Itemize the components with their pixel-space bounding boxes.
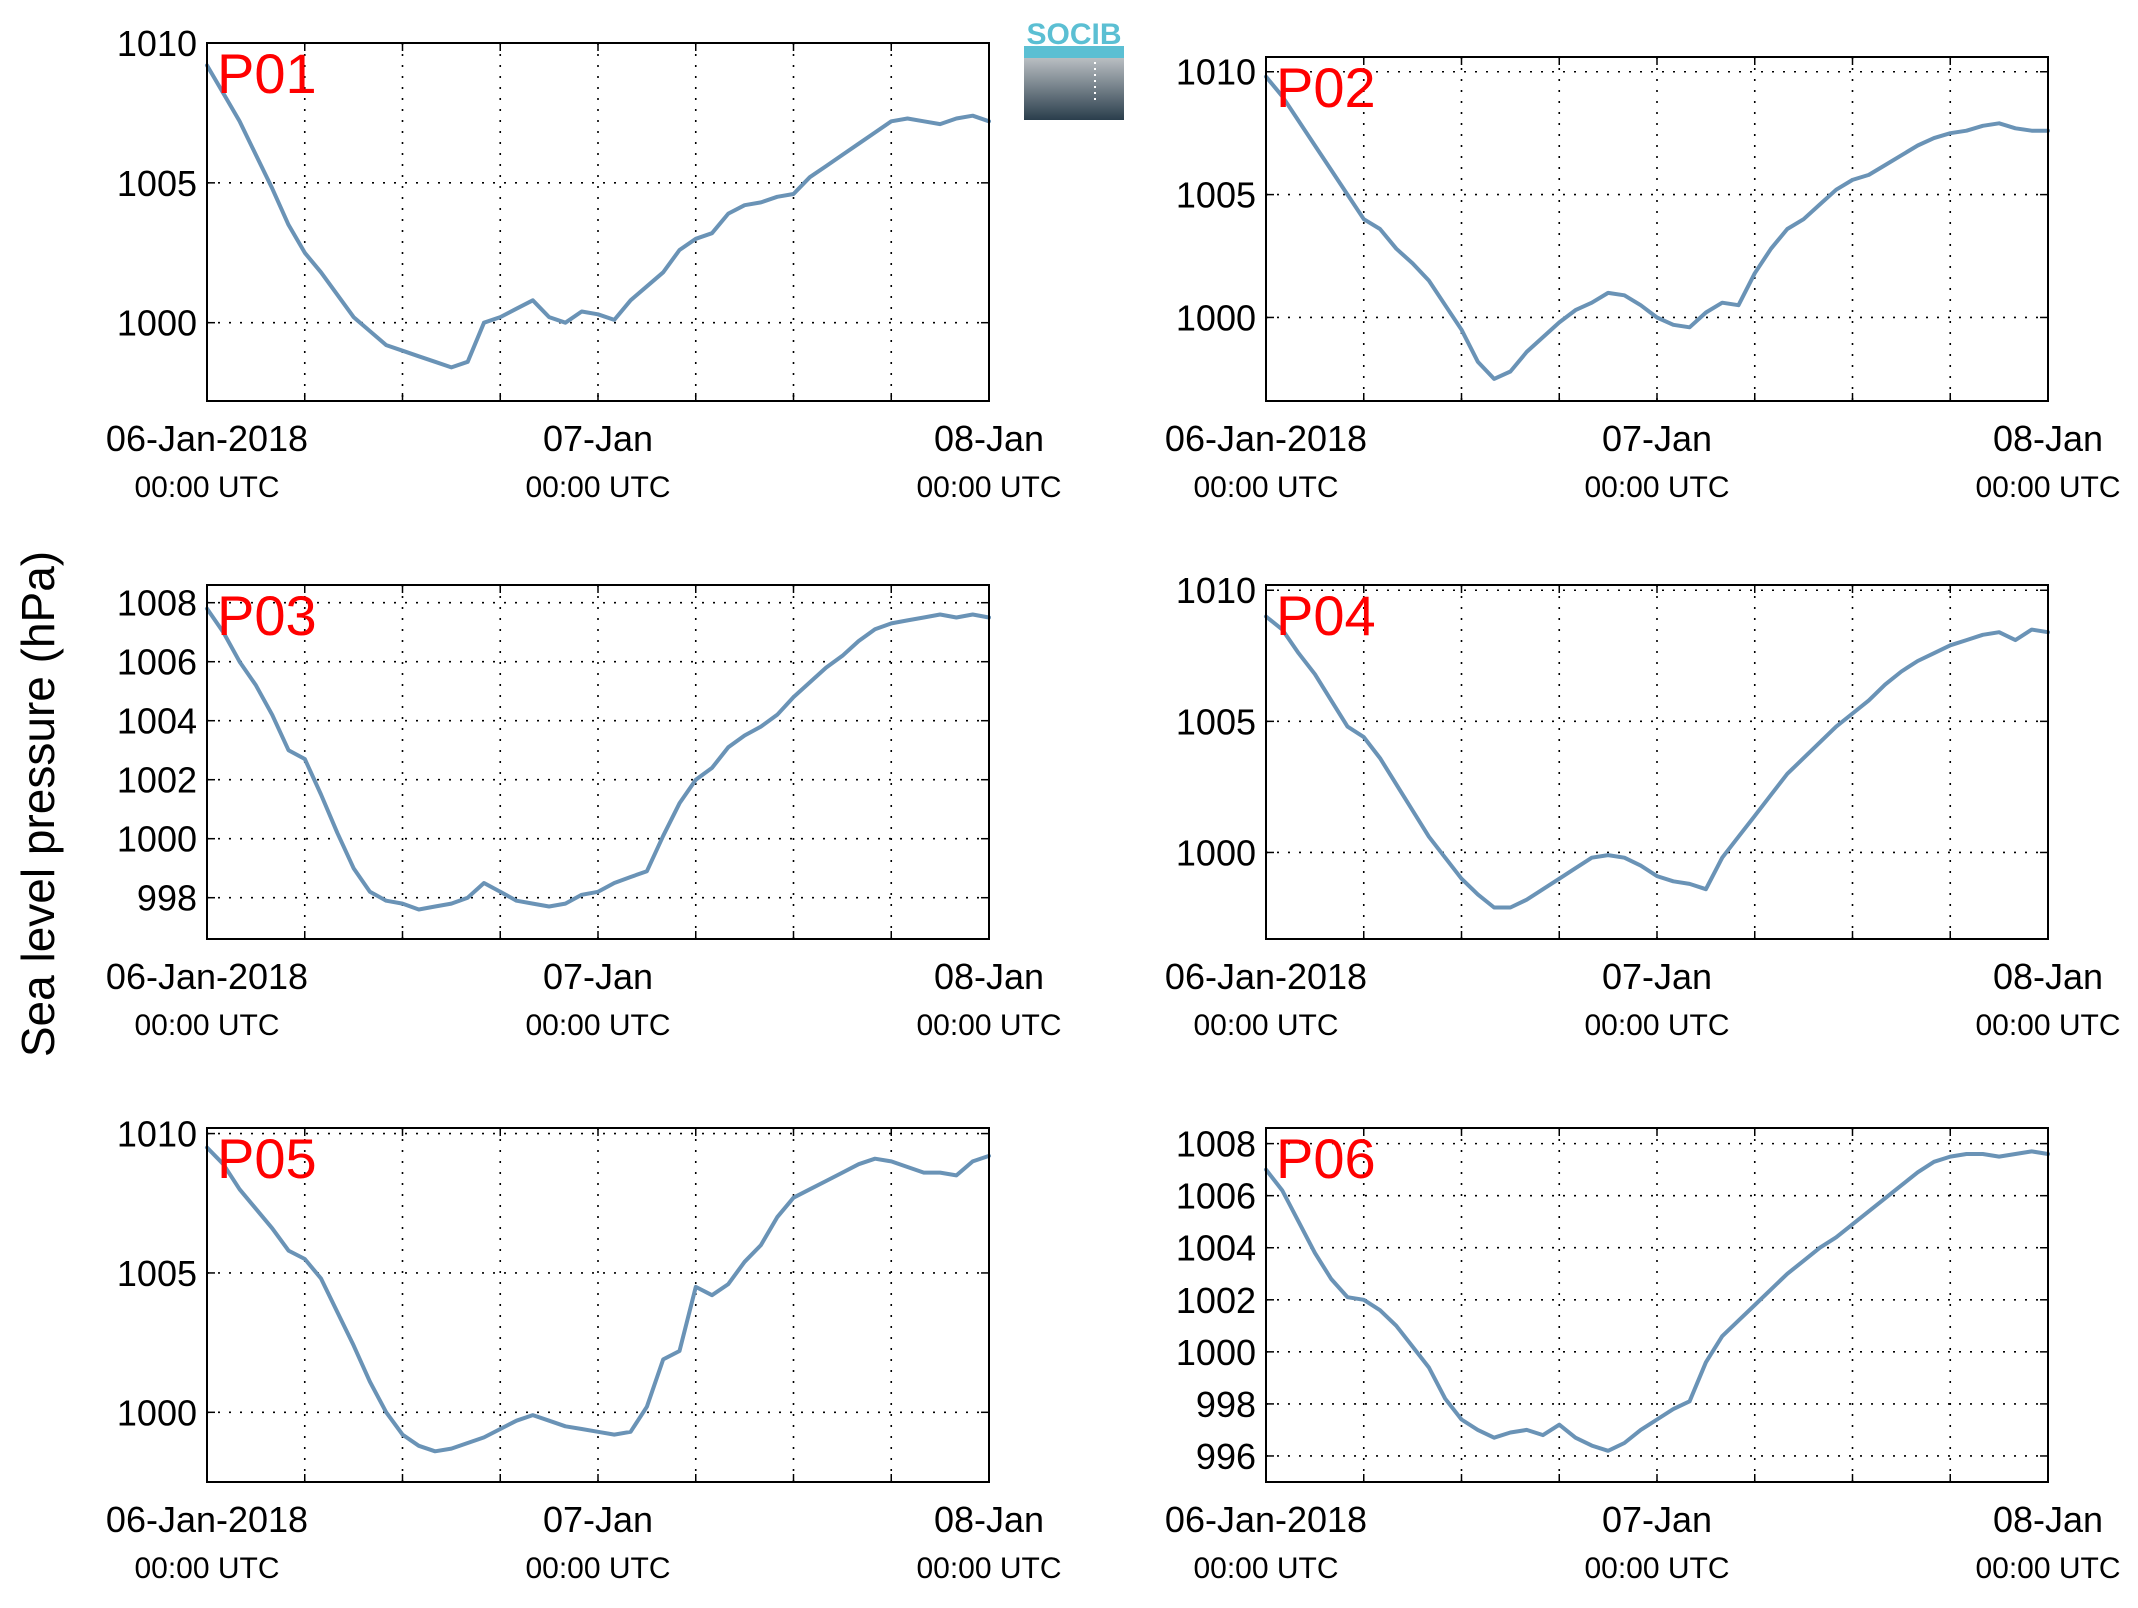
y-tick-label: 1000 [1176, 832, 1256, 873]
y-tick-label: 1010 [117, 1114, 197, 1155]
y-tick-label: 1000 [1176, 1332, 1256, 1373]
pressure-series-line [1264, 1149, 2050, 1453]
x-tick-label-date: 08-Jan [934, 418, 1044, 459]
logo-wave-band [1024, 46, 1124, 58]
x-tick-label-time: 00:00 UTC [916, 471, 1061, 504]
x-tick-label-date: 08-Jan [1993, 1499, 2103, 1540]
x-tick-label-date: 07-Jan [543, 1499, 653, 1540]
y-tick-label: 998 [1196, 1384, 1256, 1425]
x-tick-label-time: 00:00 UTC [1584, 471, 1729, 504]
x-tick-label-time: 00:00 UTC [1975, 1552, 2120, 1585]
x-tick-label-date: 07-Jan [1602, 956, 1712, 997]
panel-p03: 998 1000 1002 1004 1006 1008 P03 06-Jan-2018 00:… [106, 583, 1062, 1042]
y-tick-label: 1000 [117, 1392, 197, 1433]
global-y-axis-label: Sea level pressure (hPa) [12, 551, 64, 1057]
station-label: P06 [1276, 1127, 1376, 1190]
station-label: P03 [217, 584, 317, 647]
y-tick-label: 1010 [1176, 52, 1256, 93]
x-tick-label-date: 06-Jan-2018 [1165, 1499, 1367, 1540]
x-tick-label-time: 00:00 UTC [525, 1552, 670, 1585]
x-tick-label-date: 08-Jan [1993, 418, 2103, 459]
x-tick-label-date: 06-Jan-2018 [106, 418, 308, 459]
x-tick-label-date: 08-Jan [934, 1499, 1044, 1540]
plot-frame [1265, 584, 2049, 940]
x-tick-label-date: 07-Jan [1602, 1499, 1712, 1540]
x-tick-label-time: 00:00 UTC [916, 1009, 1061, 1042]
y-tick-label: 1006 [1176, 1176, 1256, 1217]
station-label: P04 [1276, 584, 1376, 647]
logo-text: SOCIB [1026, 18, 1121, 51]
y-tick-label: 1010 [1176, 570, 1256, 611]
x-tick-label-time: 00:00 UTC [525, 1009, 670, 1042]
plot-frame [206, 1127, 990, 1483]
y-tick-label: 1002 [1176, 1280, 1256, 1321]
panel-p04: 1000 1005 1010 P04 06-Jan-2018 00:00 UTC 07-Ja… [1165, 570, 2121, 1042]
x-tick-label-date: 07-Jan [543, 956, 653, 997]
x-tick-label-time: 00:00 UTC [134, 1552, 279, 1585]
y-tick-label: 1005 [1176, 701, 1256, 742]
pressure-series-line [1264, 74, 2050, 381]
x-tick-label-date: 07-Jan [543, 418, 653, 459]
x-tick-label-date: 06-Jan-2018 [1165, 418, 1367, 459]
x-tick-label-date: 08-Jan [1993, 956, 2103, 997]
y-tick-label: 1005 [1176, 175, 1256, 216]
y-tick-label: 1006 [117, 642, 197, 683]
x-tick-label-time: 00:00 UTC [1193, 1552, 1338, 1585]
x-tick-label-time: 00:00 UTC [1975, 471, 2120, 504]
x-tick-label-date: 06-Jan-2018 [1165, 956, 1367, 997]
pressure-series-line [205, 606, 991, 912]
y-tick-label: 1008 [117, 583, 197, 624]
y-tick-label: 1000 [117, 303, 197, 344]
x-tick-label-time: 00:00 UTC [1584, 1552, 1729, 1585]
x-tick-label-time: 00:00 UTC [1193, 471, 1338, 504]
x-tick-label-time: 00:00 UTC [134, 1009, 279, 1042]
pressure-series-line [205, 1145, 991, 1454]
y-tick-label: 1005 [117, 163, 197, 204]
pressure-series-line [205, 63, 991, 370]
y-tick-label: 1000 [1176, 297, 1256, 338]
plot-frame [206, 42, 990, 402]
x-tick-label-time: 00:00 UTC [134, 471, 279, 504]
y-tick-label: 1004 [117, 701, 197, 742]
y-tick-label: 1010 [117, 23, 197, 64]
plot-frame [1265, 56, 2049, 402]
station-label: P05 [217, 1127, 317, 1190]
x-tick-label-time: 00:00 UTC [1975, 1009, 2120, 1042]
y-tick-label: 1000 [117, 819, 197, 860]
logo-gradient-box [1024, 58, 1124, 120]
station-label: P01 [217, 42, 317, 105]
x-tick-label-time: 00:00 UTC [1193, 1009, 1338, 1042]
x-tick-label-date: 08-Jan [934, 956, 1044, 997]
x-tick-label-time: 00:00 UTC [1584, 1009, 1729, 1042]
x-tick-label-time: 00:00 UTC [525, 471, 670, 504]
y-tick-label: 998 [137, 878, 197, 919]
plot-frame [1265, 1127, 2049, 1483]
panel-p01: 1000 1005 1010 P01 06-Jan-2018 00:00 UTC 07-Ja… [106, 23, 1062, 504]
x-tick-label-date: 06-Jan-2018 [106, 1499, 308, 1540]
y-tick-label: 1004 [1176, 1228, 1256, 1269]
y-tick-label: 1002 [117, 760, 197, 801]
panel-p06: 996 998 1000 1002 1004 1006 1008 P06 06-Jan-2018… [1165, 1124, 2121, 1585]
y-tick-label: 1008 [1176, 1124, 1256, 1165]
x-tick-label-time: 00:00 UTC [916, 1552, 1061, 1585]
panel-p05: 1000 1005 1010 P05 06-Jan-2018 00:00 UTC 07-Ja… [106, 1114, 1062, 1585]
x-tick-label-date: 06-Jan-2018 [106, 956, 308, 997]
x-tick-label-date: 07-Jan [1602, 418, 1712, 459]
socib-logo: SOCIB [1024, 18, 1124, 120]
station-label: P02 [1276, 56, 1376, 119]
panel-p02: 1000 1005 1010 P02 06-Jan-2018 00:00 UTC 07-Ja… [1165, 52, 2121, 504]
pressure-series-line [1264, 614, 2050, 910]
y-tick-label: 1005 [117, 1253, 197, 1294]
plot-frame [206, 584, 990, 940]
y-tick-label: 996 [1196, 1436, 1256, 1477]
